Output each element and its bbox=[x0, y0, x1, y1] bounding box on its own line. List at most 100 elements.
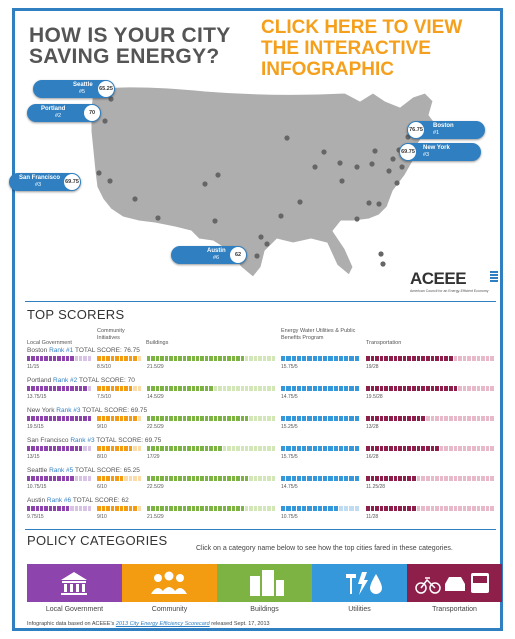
score-bar-segment bbox=[281, 446, 286, 451]
score-bar-segment bbox=[27, 386, 31, 391]
source-prefix: Infographic data based on ACEEE's bbox=[27, 621, 116, 627]
tile-local-government[interactable] bbox=[27, 564, 122, 609]
score-bar-segment bbox=[430, 386, 435, 391]
score-bar-segment bbox=[155, 386, 160, 391]
score-value: 9/10 bbox=[97, 514, 107, 520]
score-bar-segment bbox=[74, 386, 78, 391]
tile-label-local-government[interactable]: Local Government bbox=[45, 606, 104, 613]
score-bar-segment bbox=[222, 506, 227, 511]
scorer-rank: Rank #1 bbox=[49, 347, 74, 354]
score-bar-segment bbox=[137, 416, 141, 421]
logo-bars-icon bbox=[490, 271, 498, 283]
score-bar-segment bbox=[204, 356, 209, 361]
score-bar bbox=[281, 506, 359, 511]
score-bar-segment bbox=[448, 386, 453, 391]
score-bar-segment bbox=[124, 506, 128, 511]
score-bar-segment bbox=[231, 506, 236, 511]
score-bar bbox=[97, 446, 141, 451]
city-pill-seattle[interactable]: Seattle #5 65.25 bbox=[33, 80, 115, 98]
score-bar-segment bbox=[458, 386, 462, 391]
score-bar-segment bbox=[296, 386, 302, 391]
city-pill-portland[interactable]: Portland #2 70 bbox=[27, 104, 101, 122]
scorecard-link[interactable]: 2013 City Energy Efficiency Scorecard bbox=[115, 621, 210, 627]
score-bar-segment bbox=[448, 476, 453, 481]
score-bar-segment bbox=[70, 416, 74, 421]
tile-transportation[interactable] bbox=[407, 564, 502, 609]
score-bar-segment bbox=[338, 356, 344, 361]
score-bar-segment bbox=[218, 476, 222, 481]
scorer-city: New York bbox=[27, 407, 55, 414]
score-bar-segment bbox=[39, 356, 44, 361]
score-bar-segment bbox=[393, 446, 398, 451]
score-bar-segment bbox=[462, 416, 467, 421]
score-bar-segment bbox=[302, 386, 307, 391]
tile-utilities[interactable] bbox=[312, 564, 407, 609]
score-bar-segment bbox=[61, 446, 65, 451]
score-bar-segment bbox=[444, 446, 448, 451]
score-bar-segment bbox=[462, 476, 467, 481]
tile-label-community[interactable]: Community bbox=[151, 606, 188, 613]
score-bar-segment bbox=[267, 356, 271, 361]
score-bar-segment bbox=[78, 506, 83, 511]
score-bar-segment bbox=[119, 476, 123, 481]
score-bar-segment bbox=[253, 416, 258, 421]
scorer-total: TOTAL SCORE: 62 bbox=[72, 497, 129, 504]
score-bar-segment bbox=[472, 446, 476, 451]
tile-label-buildings[interactable]: Buildings bbox=[250, 606, 279, 613]
score-bar-segment bbox=[354, 386, 359, 391]
score-bar-segment bbox=[209, 386, 213, 391]
score-bar-segment bbox=[218, 416, 222, 421]
score-bar-segment bbox=[155, 476, 160, 481]
city-pill-austin[interactable]: Austin #6 62 bbox=[171, 246, 247, 264]
score-value: 14.75/5 bbox=[281, 394, 298, 400]
score-bar bbox=[366, 446, 495, 451]
city-pill-boston[interactable]: 76.75 Boston #1 bbox=[407, 121, 485, 139]
score-bar-segment bbox=[87, 416, 91, 421]
score-bar-segment bbox=[439, 506, 444, 511]
score-bar-segment bbox=[222, 356, 227, 361]
score-bar-segment bbox=[249, 386, 253, 391]
interactive-infographic-link[interactable]: CLICK HERE TO VIEW THE INTERACTIVE INFOG… bbox=[261, 17, 463, 80]
score-bar-segment bbox=[485, 416, 490, 421]
score-bar-segment bbox=[97, 506, 101, 511]
score-bar-segment bbox=[244, 446, 249, 451]
score-bar-segment bbox=[227, 446, 231, 451]
score-bar-segment bbox=[407, 446, 412, 451]
scorer-rank: Rank #2 bbox=[53, 377, 78, 384]
score-bar-segment bbox=[115, 446, 119, 451]
score-bar-segment bbox=[147, 356, 151, 361]
score-bar-segment bbox=[253, 386, 258, 391]
score-bar-segment bbox=[384, 506, 389, 511]
score-bar-segment bbox=[430, 506, 435, 511]
category-header-utilities: Energy Water Utilities & Public Benefits… bbox=[281, 328, 356, 341]
score-bar-segment bbox=[267, 506, 271, 511]
city-pill-san-francisco[interactable]: San Francisco #3 69.75 bbox=[9, 173, 81, 191]
tile-buildings[interactable] bbox=[217, 564, 312, 609]
score-value: 11/28 bbox=[366, 514, 379, 520]
city-rank: #2 bbox=[55, 113, 62, 119]
tile-label-transportation[interactable]: Transportation bbox=[432, 606, 477, 613]
score-bar-segment bbox=[200, 416, 204, 421]
score-bar-segment bbox=[52, 416, 57, 421]
score-value: 22.5/29 bbox=[147, 424, 164, 430]
score-bar-segment bbox=[115, 476, 119, 481]
score-bar-segment bbox=[344, 356, 349, 361]
score-bar-segment bbox=[169, 476, 173, 481]
score-bar-segment bbox=[370, 446, 375, 451]
score-bar-segment bbox=[481, 506, 485, 511]
score-bar-segment bbox=[44, 416, 48, 421]
city-pill-new-york[interactable]: 69.75 New York #3 bbox=[399, 143, 481, 161]
score-bar-segment bbox=[379, 416, 384, 421]
score-bar-segment bbox=[83, 446, 87, 451]
category-header-community: Community Initiatives bbox=[97, 328, 125, 341]
tile-label-utilities[interactable]: Utilities bbox=[348, 606, 371, 613]
score-bar-segment bbox=[182, 506, 187, 511]
score-bar-segment bbox=[31, 356, 35, 361]
score-bar-segment bbox=[169, 356, 173, 361]
score-bar bbox=[97, 506, 141, 511]
tile-community[interactable] bbox=[122, 564, 217, 609]
score-bar-segment bbox=[481, 356, 485, 361]
score-bar-segment bbox=[133, 416, 137, 421]
score-bar-segment bbox=[147, 416, 151, 421]
score-bar-segment bbox=[307, 506, 312, 511]
